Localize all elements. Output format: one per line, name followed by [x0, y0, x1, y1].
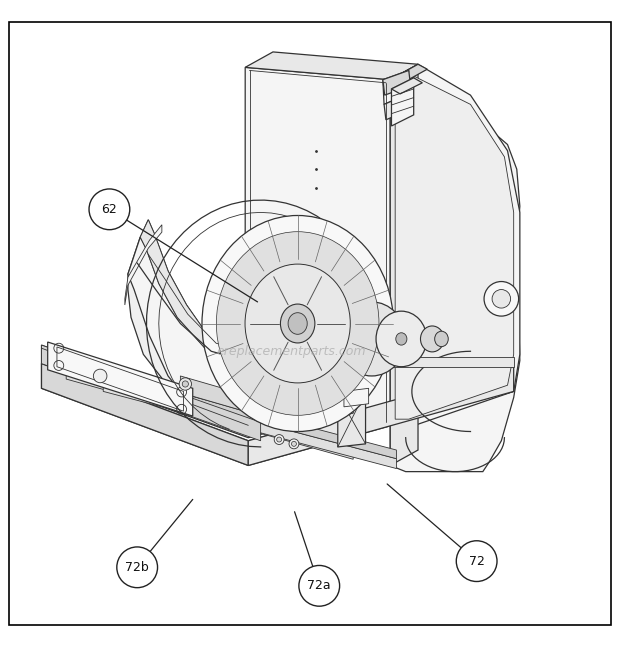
Polygon shape	[245, 52, 418, 80]
Circle shape	[456, 541, 497, 582]
Polygon shape	[390, 64, 418, 465]
Polygon shape	[128, 220, 245, 419]
Circle shape	[492, 290, 511, 308]
Polygon shape	[66, 369, 353, 459]
Ellipse shape	[288, 313, 308, 334]
Polygon shape	[125, 225, 162, 305]
Polygon shape	[338, 391, 366, 447]
Polygon shape	[245, 67, 390, 425]
Circle shape	[117, 547, 157, 587]
Polygon shape	[304, 397, 353, 428]
Circle shape	[277, 437, 281, 442]
Polygon shape	[248, 367, 514, 465]
Polygon shape	[66, 360, 353, 450]
Ellipse shape	[376, 311, 427, 367]
Circle shape	[289, 439, 299, 449]
Polygon shape	[140, 220, 245, 355]
Polygon shape	[384, 95, 407, 120]
Polygon shape	[390, 64, 427, 85]
Text: 72b: 72b	[125, 561, 149, 574]
Polygon shape	[383, 71, 410, 95]
Polygon shape	[390, 80, 520, 472]
Text: ereplacementparts.com: ereplacementparts.com	[217, 345, 366, 358]
Text: 72: 72	[469, 554, 485, 567]
Polygon shape	[42, 364, 514, 465]
Text: 62: 62	[102, 203, 117, 216]
Ellipse shape	[245, 264, 350, 383]
Ellipse shape	[216, 232, 379, 415]
Text: 72a: 72a	[308, 579, 331, 592]
Circle shape	[182, 381, 188, 387]
Polygon shape	[48, 342, 193, 416]
Polygon shape	[391, 78, 422, 94]
Polygon shape	[391, 78, 414, 126]
Polygon shape	[42, 345, 514, 437]
Polygon shape	[104, 382, 396, 468]
Ellipse shape	[202, 215, 393, 432]
Circle shape	[274, 435, 284, 444]
Polygon shape	[390, 64, 520, 428]
Ellipse shape	[338, 302, 405, 376]
Ellipse shape	[435, 331, 448, 347]
Ellipse shape	[396, 333, 407, 345]
Polygon shape	[395, 76, 514, 419]
Circle shape	[179, 378, 192, 390]
Circle shape	[291, 441, 296, 446]
Circle shape	[89, 189, 130, 230]
Polygon shape	[344, 388, 369, 407]
Circle shape	[484, 281, 518, 316]
Polygon shape	[390, 357, 514, 367]
Polygon shape	[180, 376, 304, 428]
Ellipse shape	[280, 304, 315, 343]
Polygon shape	[42, 364, 248, 465]
Polygon shape	[104, 373, 396, 459]
Polygon shape	[180, 384, 353, 428]
Ellipse shape	[420, 326, 444, 352]
Polygon shape	[42, 345, 260, 441]
Circle shape	[299, 565, 340, 606]
Polygon shape	[383, 71, 409, 104]
Circle shape	[94, 369, 107, 383]
Polygon shape	[128, 237, 245, 419]
